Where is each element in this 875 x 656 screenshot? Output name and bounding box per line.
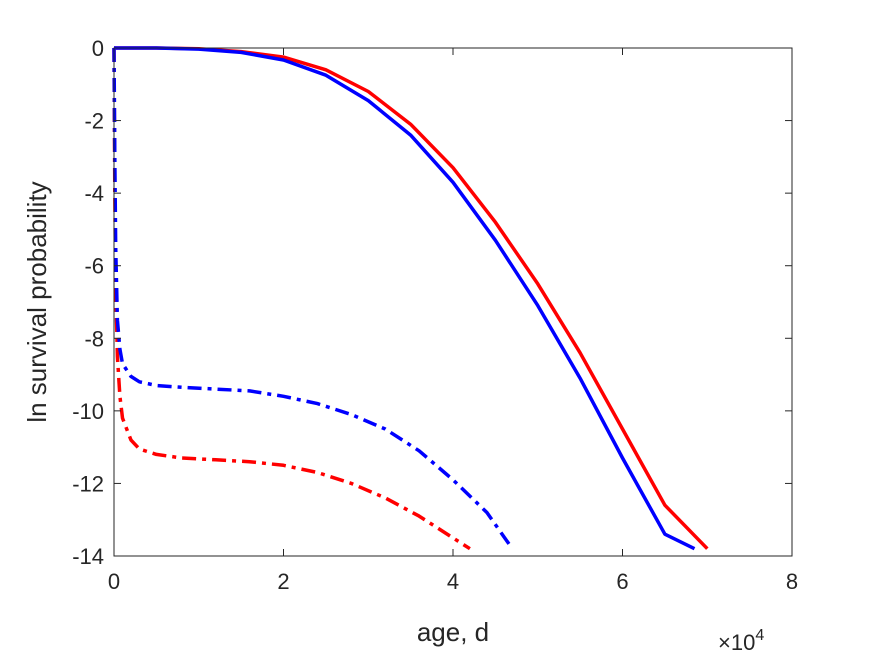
x-tick-label: 2	[277, 569, 289, 594]
x-tick-label: 0	[108, 569, 120, 594]
x-tick-label: 6	[616, 569, 628, 594]
y-tick-label: -2	[84, 109, 104, 134]
y-axis-label: ln survival probability	[22, 181, 52, 422]
series-line-3	[112, 47, 471, 551]
x-tick-label: 4	[447, 569, 459, 594]
y-tick-label: -6	[84, 254, 104, 279]
x-axis-ticks: 0 2 4 6 8	[108, 48, 798, 594]
series-line-4	[112, 47, 514, 550]
y-axis-ticks: 0 -2 -4 -6 -8 -10 -12 -14	[72, 36, 792, 569]
series-line-2	[114, 46, 696, 551]
y-tick-label: -14	[72, 544, 104, 569]
series-layer	[112, 46, 709, 551]
y-tick-label: -10	[72, 399, 104, 424]
y-tick-label: -4	[84, 181, 104, 206]
x-tick-label: 8	[786, 569, 798, 594]
y-tick-label: -8	[84, 326, 104, 351]
x-exponent-power: 4	[755, 627, 764, 644]
x-exponent-base: ×10	[718, 630, 755, 655]
y-tick-label: 0	[92, 36, 104, 61]
y-tick-label: -12	[72, 471, 104, 496]
plot-area	[114, 48, 792, 556]
x-axis-label: age, d	[417, 617, 489, 647]
x-axis-exponent: ×104	[718, 627, 764, 655]
